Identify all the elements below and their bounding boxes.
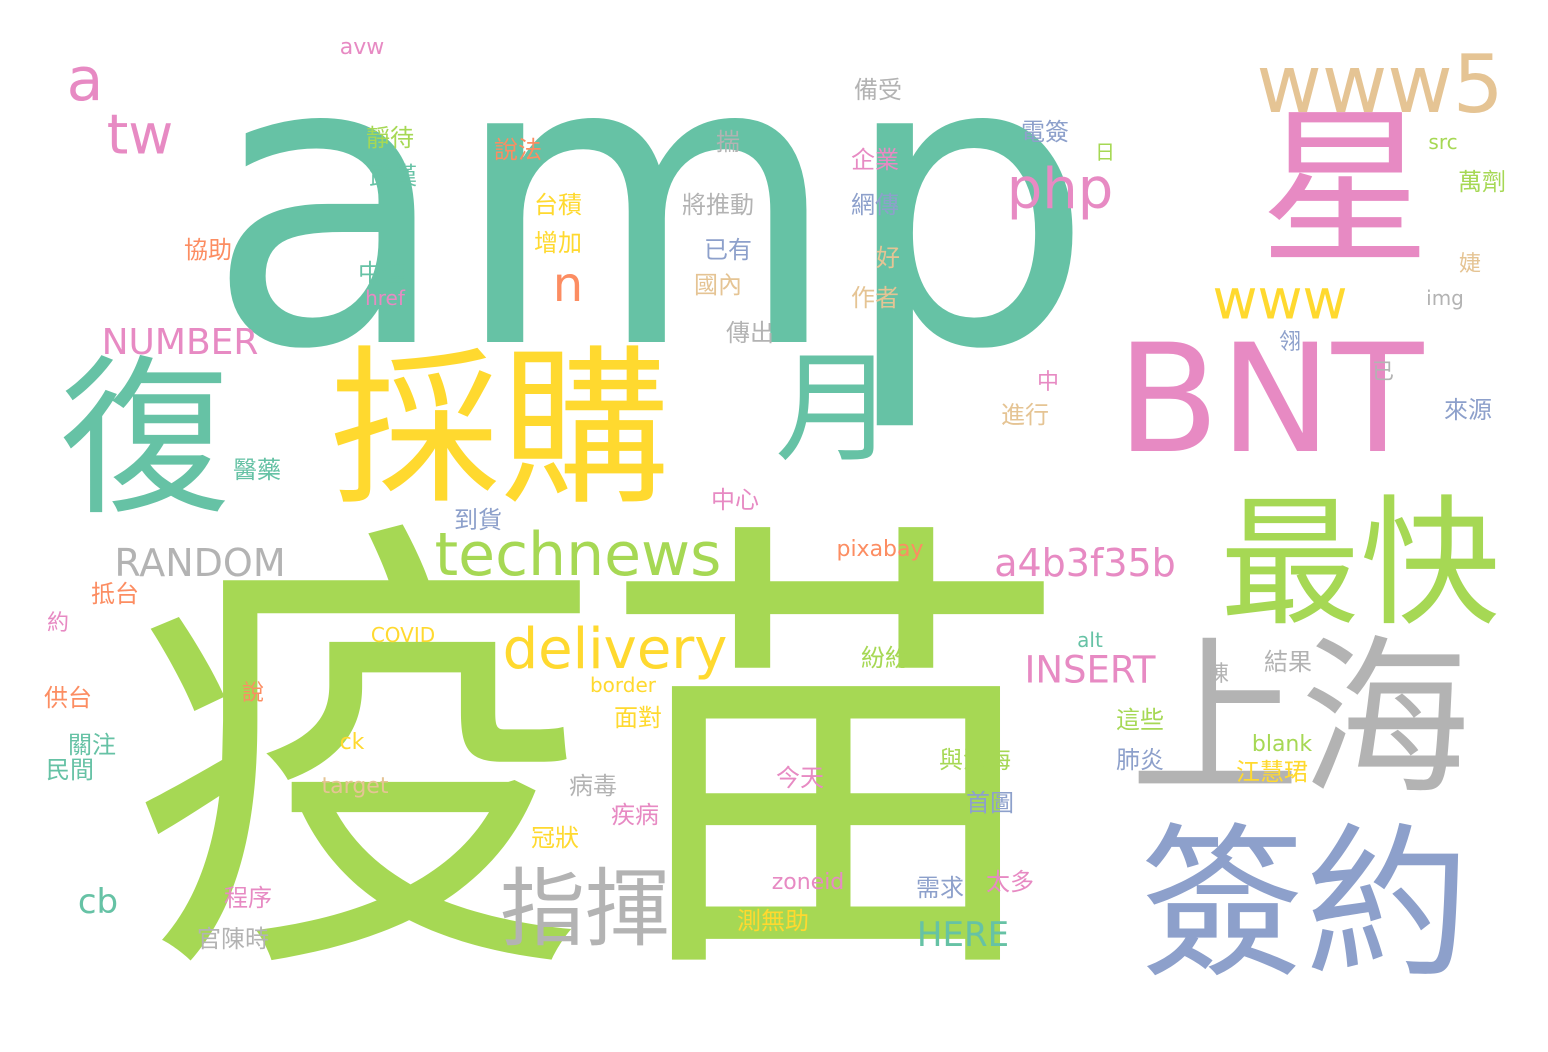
cloud-word: 復: [59, 341, 231, 539]
cloud-word: www: [1212, 267, 1348, 332]
cloud-word: 需求: [916, 874, 964, 902]
cloud-word: BNT: [1116, 313, 1424, 487]
cloud-word: ck: [339, 730, 365, 755]
cloud-word: 最快: [1219, 483, 1501, 646]
cloud-word: 太多: [986, 868, 1034, 896]
cloud-word: 企業: [851, 146, 899, 174]
cloud-word: 簽約: [1140, 808, 1470, 1001]
cloud-word: 電簽: [1021, 118, 1069, 146]
cloud-word: 靜待: [366, 124, 414, 152]
cloud-word: php: [1006, 157, 1114, 222]
cloud-word: avw: [339, 35, 385, 60]
cloud-word: 民間: [46, 756, 94, 784]
cloud-word: 月: [775, 340, 895, 479]
cloud-word: 江慧珺: [1236, 758, 1308, 786]
cloud-word: 與鴻海: [939, 746, 1011, 774]
cloud-word: 到貨: [454, 506, 502, 534]
cloud-word: technews: [434, 520, 722, 590]
cloud-word: 冠狀: [531, 824, 579, 852]
cloud-word: 協助: [184, 236, 232, 264]
cloud-word: 上海: [1129, 621, 1471, 819]
cloud-word: src: [1428, 130, 1458, 154]
cloud-word: 首圖: [966, 789, 1014, 817]
cloud-word: 已: [1371, 360, 1395, 385]
cloud-word: cb: [77, 882, 119, 922]
cloud-word: 好: [876, 244, 900, 272]
cloud-word: target: [321, 774, 389, 799]
cloud-word: 揣: [716, 128, 740, 156]
cloud-word: 已有: [704, 236, 752, 264]
cloud-word: border: [589, 673, 657, 697]
cloud-word: 將推動: [682, 191, 754, 219]
cloud-word: 陳: [1206, 662, 1230, 687]
cloud-word: 說法: [494, 136, 542, 164]
cloud-word: 進行: [1001, 401, 1049, 429]
cloud-word: 測無助: [737, 907, 809, 935]
cloud-word: RANDOM: [114, 541, 286, 585]
cloud-word: HERE: [916, 915, 1010, 955]
cloud-word: 約: [46, 611, 70, 636]
cloud-word: pixabay: [836, 537, 924, 562]
cloud-word: 網傳: [851, 191, 899, 219]
cloud-word: 婕: [1458, 252, 1482, 277]
cloud-word: 武漢: [369, 162, 417, 190]
cloud-word: 肺炎: [1116, 746, 1164, 774]
cloud-word: delivery: [502, 617, 728, 682]
cloud-word: 官陳時: [197, 925, 269, 953]
cloud-word: 這些: [1116, 706, 1164, 734]
cloud-word: 病毒: [569, 772, 617, 800]
cloud-word: zoneid: [771, 870, 845, 895]
cloud-word: href: [365, 286, 405, 310]
cloud-word: 作者: [851, 284, 899, 312]
cloud-word: NUMBER: [101, 322, 259, 363]
cloud-word: 結果: [1264, 648, 1312, 676]
cloud-word: 星: [1259, 91, 1431, 289]
cloud-word: 疫苗: [130, 486, 1070, 1033]
cloud-word: 台積: [534, 191, 582, 219]
cloud-word: a4b3f35b: [994, 541, 1176, 585]
cloud-word: 紛紛: [861, 644, 909, 672]
cloud-word: tw: [106, 102, 174, 167]
cloud-word: 抵台: [91, 580, 139, 608]
cloud-word: 備受: [854, 76, 902, 104]
cloud-word: 中心: [711, 486, 759, 514]
cloud-word: INSERT: [1024, 648, 1156, 692]
cloud-word: 國內: [694, 271, 742, 299]
cloud-word: 面對: [614, 704, 662, 732]
cloud-word: 供台: [44, 684, 92, 712]
cloud-word: 傳出: [726, 319, 774, 347]
cloud-word: 中僅: [358, 259, 406, 287]
cloud-word: 增加: [534, 229, 582, 257]
cloud-word: blank: [1251, 732, 1313, 757]
cloud-word: amp: [205, 0, 1095, 437]
cloud-word: 翎: [1278, 330, 1302, 355]
cloud-word: n: [552, 257, 584, 313]
cloud-word: 採購: [329, 331, 671, 529]
cloud-word: alt: [1077, 628, 1103, 652]
cloud-word: 疾病: [611, 801, 659, 829]
cloud-word: 中: [1036, 370, 1060, 395]
cloud-word: 指揮: [499, 860, 671, 960]
cloud-word: img: [1426, 286, 1464, 310]
cloud-word: 今天: [776, 764, 824, 792]
cloud-word: COVID: [370, 623, 436, 647]
cloud-word: 日: [1095, 140, 1115, 164]
cloud-word: www5: [1256, 38, 1504, 131]
cloud-word: 說: [241, 681, 265, 706]
cloud-word: 關注: [68, 731, 116, 759]
cloud-word: 萬劑: [1458, 168, 1506, 196]
cloud-word: 程序: [224, 884, 272, 912]
cloud-word: 醫藥: [233, 456, 281, 484]
cloud-word: a: [66, 45, 104, 115]
cloud-word: 來源: [1444, 396, 1492, 424]
